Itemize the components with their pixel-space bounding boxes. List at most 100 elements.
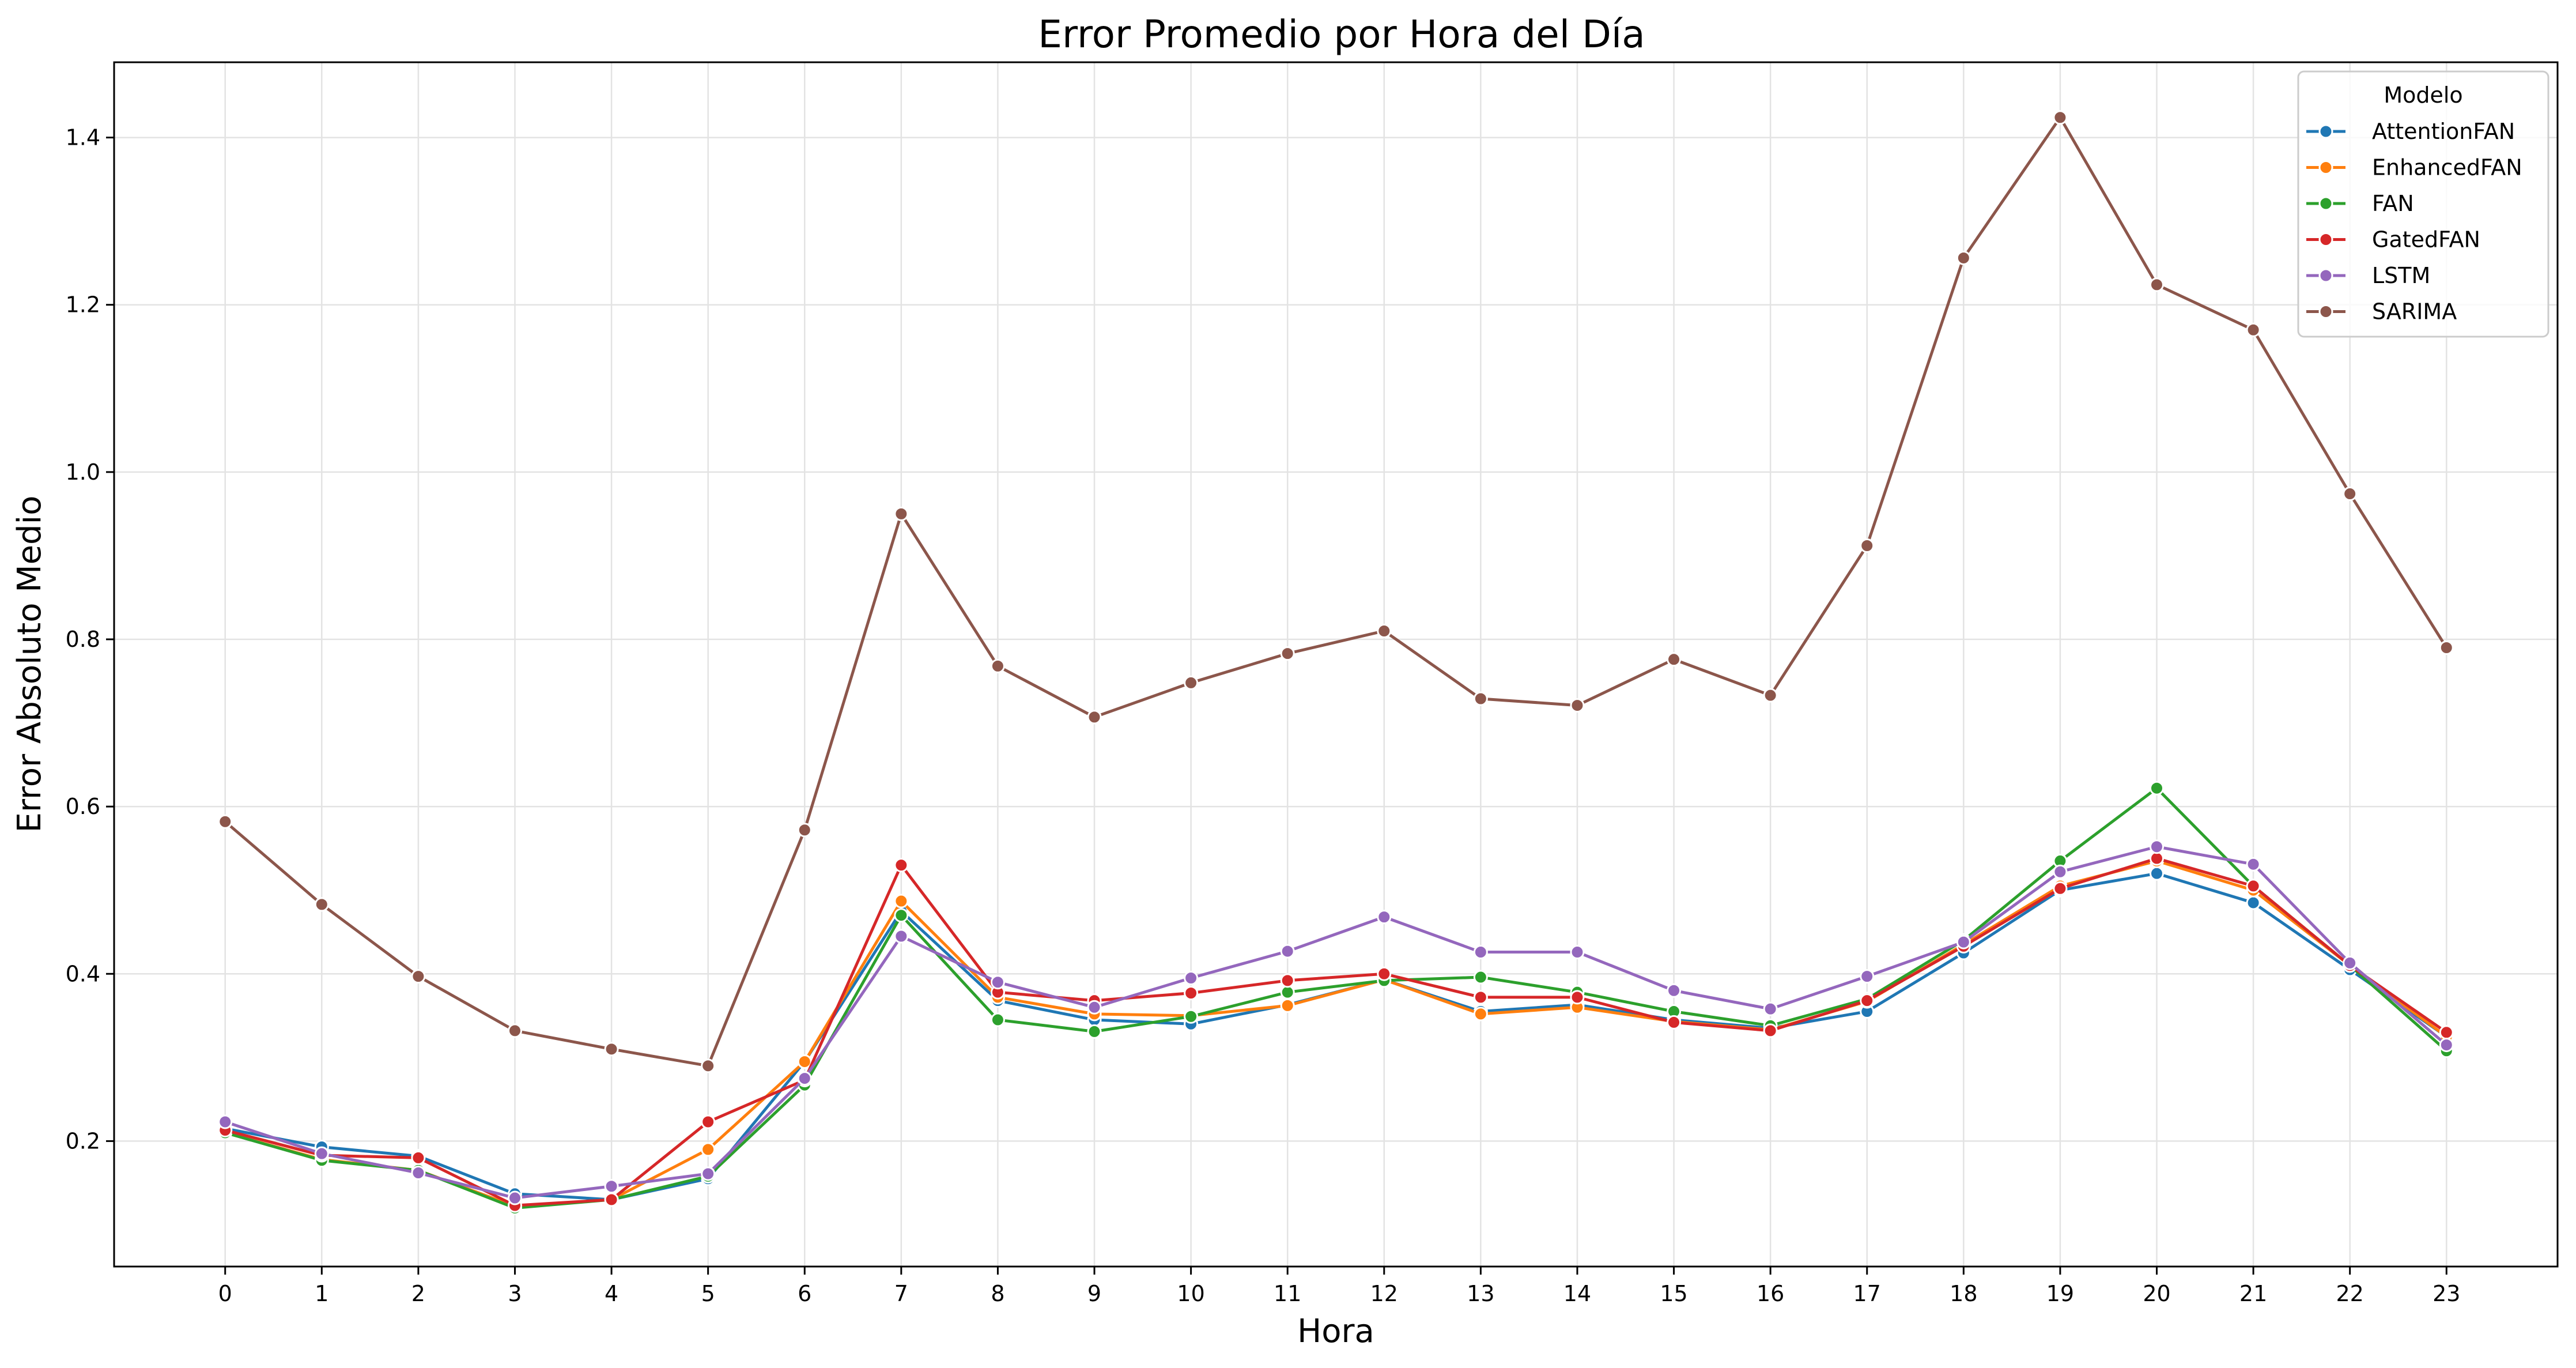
series-line — [224, 845, 2447, 1200]
data-point — [2150, 781, 2165, 796]
data-point — [604, 1042, 619, 1057]
data-point — [1956, 250, 1971, 265]
x-tick-label: 7 — [894, 1281, 908, 1306]
data-point — [218, 814, 233, 829]
x-tick-label: 18 — [1950, 1281, 1977, 1306]
data-point — [1184, 675, 1199, 690]
data-point — [411, 1150, 426, 1165]
series-sarima — [218, 110, 2454, 1073]
data-point — [2343, 487, 2358, 502]
data-point — [1184, 971, 1199, 986]
data-point — [2053, 864, 2068, 879]
data-point — [797, 823, 812, 838]
x-tick-label: 19 — [2046, 1281, 2074, 1306]
legend-label: GatedFAN — [2372, 227, 2480, 253]
x-tick-label: 1 — [315, 1281, 328, 1306]
data-point — [2150, 851, 2165, 866]
series-line — [224, 116, 2448, 1068]
data-point — [1377, 966, 1392, 981]
data-point — [1377, 910, 1392, 925]
data-point — [894, 908, 909, 923]
x-tick-label: 22 — [2336, 1281, 2364, 1306]
legend-label: EnhancedFAN — [2372, 155, 2522, 180]
legend-label: LSTM — [2372, 263, 2430, 288]
data-point — [1087, 710, 1102, 725]
x-tick-label: 12 — [1370, 1281, 1398, 1306]
data-point — [1667, 1015, 1682, 1030]
x-tick-label: 14 — [1563, 1281, 1591, 1306]
data-point — [1667, 983, 1682, 998]
x-tick-label: 6 — [798, 1281, 811, 1306]
x-tick-label: 2 — [411, 1281, 425, 1306]
data-point — [701, 1058, 716, 1073]
data-point — [2439, 1038, 2454, 1053]
data-point — [2246, 857, 2261, 872]
legend-box — [2297, 70, 2549, 338]
data-point — [2343, 955, 2358, 970]
data-point — [894, 929, 909, 944]
data-point — [1184, 986, 1199, 1001]
data-point — [1667, 652, 1682, 667]
legend-item-fan: FAN — [2306, 191, 2414, 216]
data-point — [2439, 640, 2454, 655]
data-point — [218, 1114, 233, 1129]
data-point — [894, 506, 909, 521]
legend-item-attentionfan: AttentionFAN — [2306, 119, 2515, 144]
data-point — [1473, 990, 1488, 1005]
data-point — [990, 975, 1005, 990]
data-point — [701, 1166, 716, 1181]
x-tick-label: 0 — [218, 1281, 232, 1306]
y-tick-label: 1.2 — [66, 292, 100, 318]
data-point — [1763, 688, 1778, 703]
data-point — [1184, 1009, 1199, 1024]
x-tick-label: 20 — [2143, 1281, 2170, 1306]
legend-marker — [2318, 232, 2333, 247]
y-tick-label: 0.2 — [66, 1128, 100, 1154]
data-point — [604, 1192, 619, 1207]
legend-title: Modelo — [2384, 82, 2462, 108]
series-layer — [218, 110, 2454, 1215]
series-line — [225, 857, 2447, 1207]
legend-marker — [2318, 268, 2333, 283]
data-point — [2150, 866, 2165, 881]
x-tick-label: 16 — [1757, 1281, 1784, 1306]
legend-item-gatedfan: GatedFAN — [2306, 227, 2480, 253]
data-point — [1280, 998, 1295, 1013]
data-point — [894, 894, 909, 909]
data-point — [2150, 277, 2165, 292]
legend-label: AttentionFAN — [2372, 119, 2515, 144]
x-tick-label: 4 — [605, 1281, 618, 1306]
data-point — [2439, 1025, 2454, 1040]
data-point — [990, 1012, 1005, 1027]
y-tick-label: 1.4 — [66, 125, 100, 150]
legend: Modelo AttentionFAN EnhancedFAN FAN GatedFA… — [2297, 70, 2549, 338]
x-axis-title: Hora — [1297, 1313, 1374, 1350]
x-tick-label: 23 — [2433, 1281, 2460, 1306]
legend-item-sarima: SARIMA — [2306, 299, 2457, 325]
data-point — [990, 658, 1005, 673]
data-point — [2053, 110, 2068, 125]
data-point — [894, 858, 909, 873]
data-point — [1473, 945, 1488, 960]
x-tick-label: 21 — [2239, 1281, 2267, 1306]
y-tick-label: 0.6 — [66, 794, 100, 819]
data-point — [701, 1142, 716, 1157]
legend-item-lstm: LSTM — [2306, 263, 2430, 288]
data-point — [1280, 985, 1295, 1000]
data-point — [1860, 969, 1875, 984]
x-tick-label: 11 — [1274, 1281, 1301, 1306]
grid-lines — [114, 62, 2558, 1267]
legend-item-enhancedfan: EnhancedFAN — [2306, 155, 2522, 180]
data-point — [1473, 691, 1488, 706]
data-point — [1087, 1000, 1102, 1015]
y-tick-label: 0.4 — [66, 961, 100, 986]
data-point — [1473, 1007, 1488, 1022]
legend-marker — [2318, 124, 2333, 139]
data-point — [314, 1146, 329, 1161]
legend-label: SARIMA — [2372, 299, 2457, 325]
x-tick-label: 5 — [701, 1281, 715, 1306]
data-point — [1570, 945, 1585, 960]
data-point — [1860, 538, 1875, 553]
legend-marker — [2318, 196, 2333, 211]
data-point — [797, 1071, 812, 1086]
